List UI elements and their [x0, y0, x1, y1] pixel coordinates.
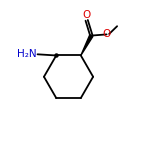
Text: O: O: [83, 10, 91, 20]
Polygon shape: [81, 35, 93, 55]
Text: H₂N: H₂N: [17, 49, 37, 59]
Text: O: O: [102, 29, 111, 39]
